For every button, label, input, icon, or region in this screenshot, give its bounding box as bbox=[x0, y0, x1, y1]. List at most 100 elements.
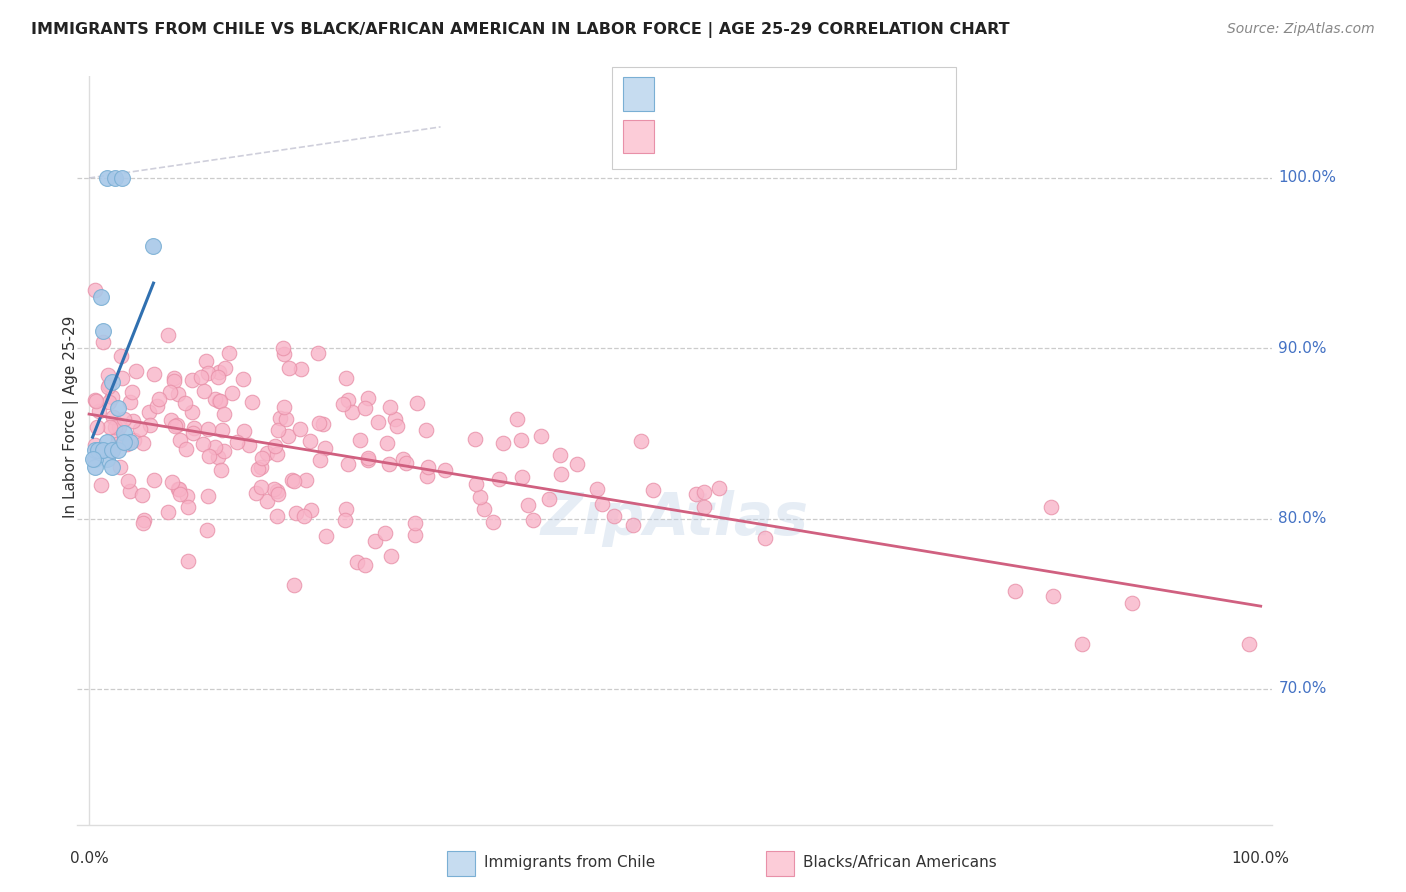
Point bbox=[117, 474, 139, 488]
Point bbox=[309, 453, 332, 467]
Text: IMMIGRANTS FROM CHILE VS BLACK/AFRICAN AMERICAN IN LABOR FORCE | AGE 25-29 CORRE: IMMIGRANTS FROM CHILE VS BLACK/AFRICAN A… bbox=[31, 22, 1010, 38]
Point bbox=[101, 444, 124, 458]
Point bbox=[218, 345, 240, 359]
Text: Blacks/African Americans: Blacks/African Americans bbox=[803, 855, 997, 870]
Point bbox=[101, 409, 124, 424]
Point bbox=[193, 384, 215, 398]
Point bbox=[104, 420, 127, 434]
Point bbox=[207, 450, 229, 464]
Point bbox=[107, 430, 129, 444]
Point bbox=[100, 390, 122, 404]
Point bbox=[145, 400, 167, 414]
Point bbox=[276, 412, 298, 426]
Point bbox=[101, 443, 124, 458]
Point bbox=[91, 443, 114, 458]
Point bbox=[384, 412, 406, 426]
Point bbox=[214, 360, 236, 375]
Text: In Labor Force | Age 25-29: In Labor Force | Age 25-29 bbox=[63, 315, 80, 517]
Point bbox=[693, 485, 716, 500]
Point bbox=[117, 436, 139, 450]
Point bbox=[84, 452, 107, 467]
Point bbox=[278, 361, 301, 376]
Point bbox=[84, 392, 107, 407]
Point bbox=[208, 365, 231, 379]
Point bbox=[280, 473, 302, 487]
Point bbox=[121, 384, 143, 399]
Point bbox=[139, 417, 162, 432]
Point bbox=[208, 393, 231, 408]
Point bbox=[167, 482, 190, 496]
Point bbox=[290, 362, 312, 376]
Point bbox=[176, 500, 198, 514]
Point bbox=[96, 452, 118, 467]
Point bbox=[98, 377, 121, 392]
Point bbox=[132, 513, 155, 527]
Point bbox=[245, 485, 267, 500]
Point bbox=[537, 491, 560, 506]
Point bbox=[299, 434, 322, 448]
Point bbox=[176, 489, 198, 503]
Point bbox=[232, 372, 254, 386]
Point bbox=[630, 434, 652, 449]
Point bbox=[157, 327, 180, 342]
Text: R =: R = bbox=[665, 87, 699, 101]
Point bbox=[406, 396, 429, 410]
Point bbox=[91, 324, 114, 338]
Text: Source: ZipAtlas.com: Source: ZipAtlas.com bbox=[1227, 22, 1375, 37]
Point bbox=[269, 410, 291, 425]
Point bbox=[416, 469, 439, 483]
Point bbox=[332, 397, 354, 411]
Point bbox=[314, 441, 336, 455]
Point bbox=[506, 412, 529, 426]
Point bbox=[111, 371, 134, 385]
Point bbox=[197, 489, 219, 503]
Text: -0.500: -0.500 bbox=[710, 129, 765, 144]
Point bbox=[240, 395, 263, 409]
Point bbox=[197, 422, 219, 436]
Point bbox=[112, 434, 135, 449]
Point bbox=[621, 518, 644, 533]
Point bbox=[357, 452, 380, 467]
Point bbox=[263, 482, 285, 496]
Point bbox=[84, 283, 107, 297]
Point bbox=[159, 413, 181, 427]
Point bbox=[250, 480, 273, 494]
Point bbox=[517, 498, 540, 512]
Point bbox=[415, 423, 437, 437]
Point bbox=[1042, 589, 1064, 603]
Point bbox=[89, 404, 111, 418]
Point bbox=[214, 443, 236, 458]
Point bbox=[380, 549, 402, 563]
Point bbox=[354, 558, 377, 573]
Point bbox=[283, 578, 305, 592]
Point bbox=[463, 432, 485, 446]
Point bbox=[190, 370, 212, 384]
Point bbox=[375, 436, 398, 450]
Point bbox=[204, 440, 226, 454]
Point bbox=[548, 448, 571, 462]
Point bbox=[167, 386, 190, 401]
Point bbox=[96, 171, 118, 186]
Point bbox=[567, 457, 589, 471]
Point bbox=[433, 463, 456, 477]
Point bbox=[488, 472, 510, 486]
Point bbox=[98, 395, 121, 409]
Point bbox=[392, 452, 415, 467]
Text: 70.0%: 70.0% bbox=[1278, 681, 1327, 697]
Point bbox=[209, 462, 232, 476]
Point bbox=[87, 443, 110, 458]
Point bbox=[353, 401, 375, 415]
Point bbox=[1121, 596, 1143, 610]
Point bbox=[118, 483, 141, 498]
Point bbox=[307, 346, 329, 360]
Point bbox=[340, 405, 363, 419]
Point bbox=[93, 334, 115, 349]
Point bbox=[84, 443, 107, 458]
Point bbox=[209, 394, 232, 409]
Point bbox=[226, 434, 249, 449]
Point bbox=[101, 460, 124, 475]
Point bbox=[283, 475, 305, 489]
Point bbox=[249, 460, 271, 475]
Point bbox=[82, 452, 104, 467]
Point bbox=[122, 433, 145, 447]
